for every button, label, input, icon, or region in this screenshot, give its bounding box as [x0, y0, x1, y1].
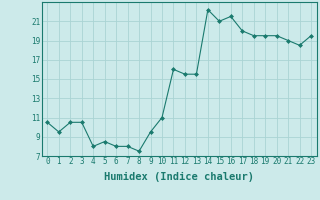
X-axis label: Humidex (Indice chaleur): Humidex (Indice chaleur) — [104, 172, 254, 182]
